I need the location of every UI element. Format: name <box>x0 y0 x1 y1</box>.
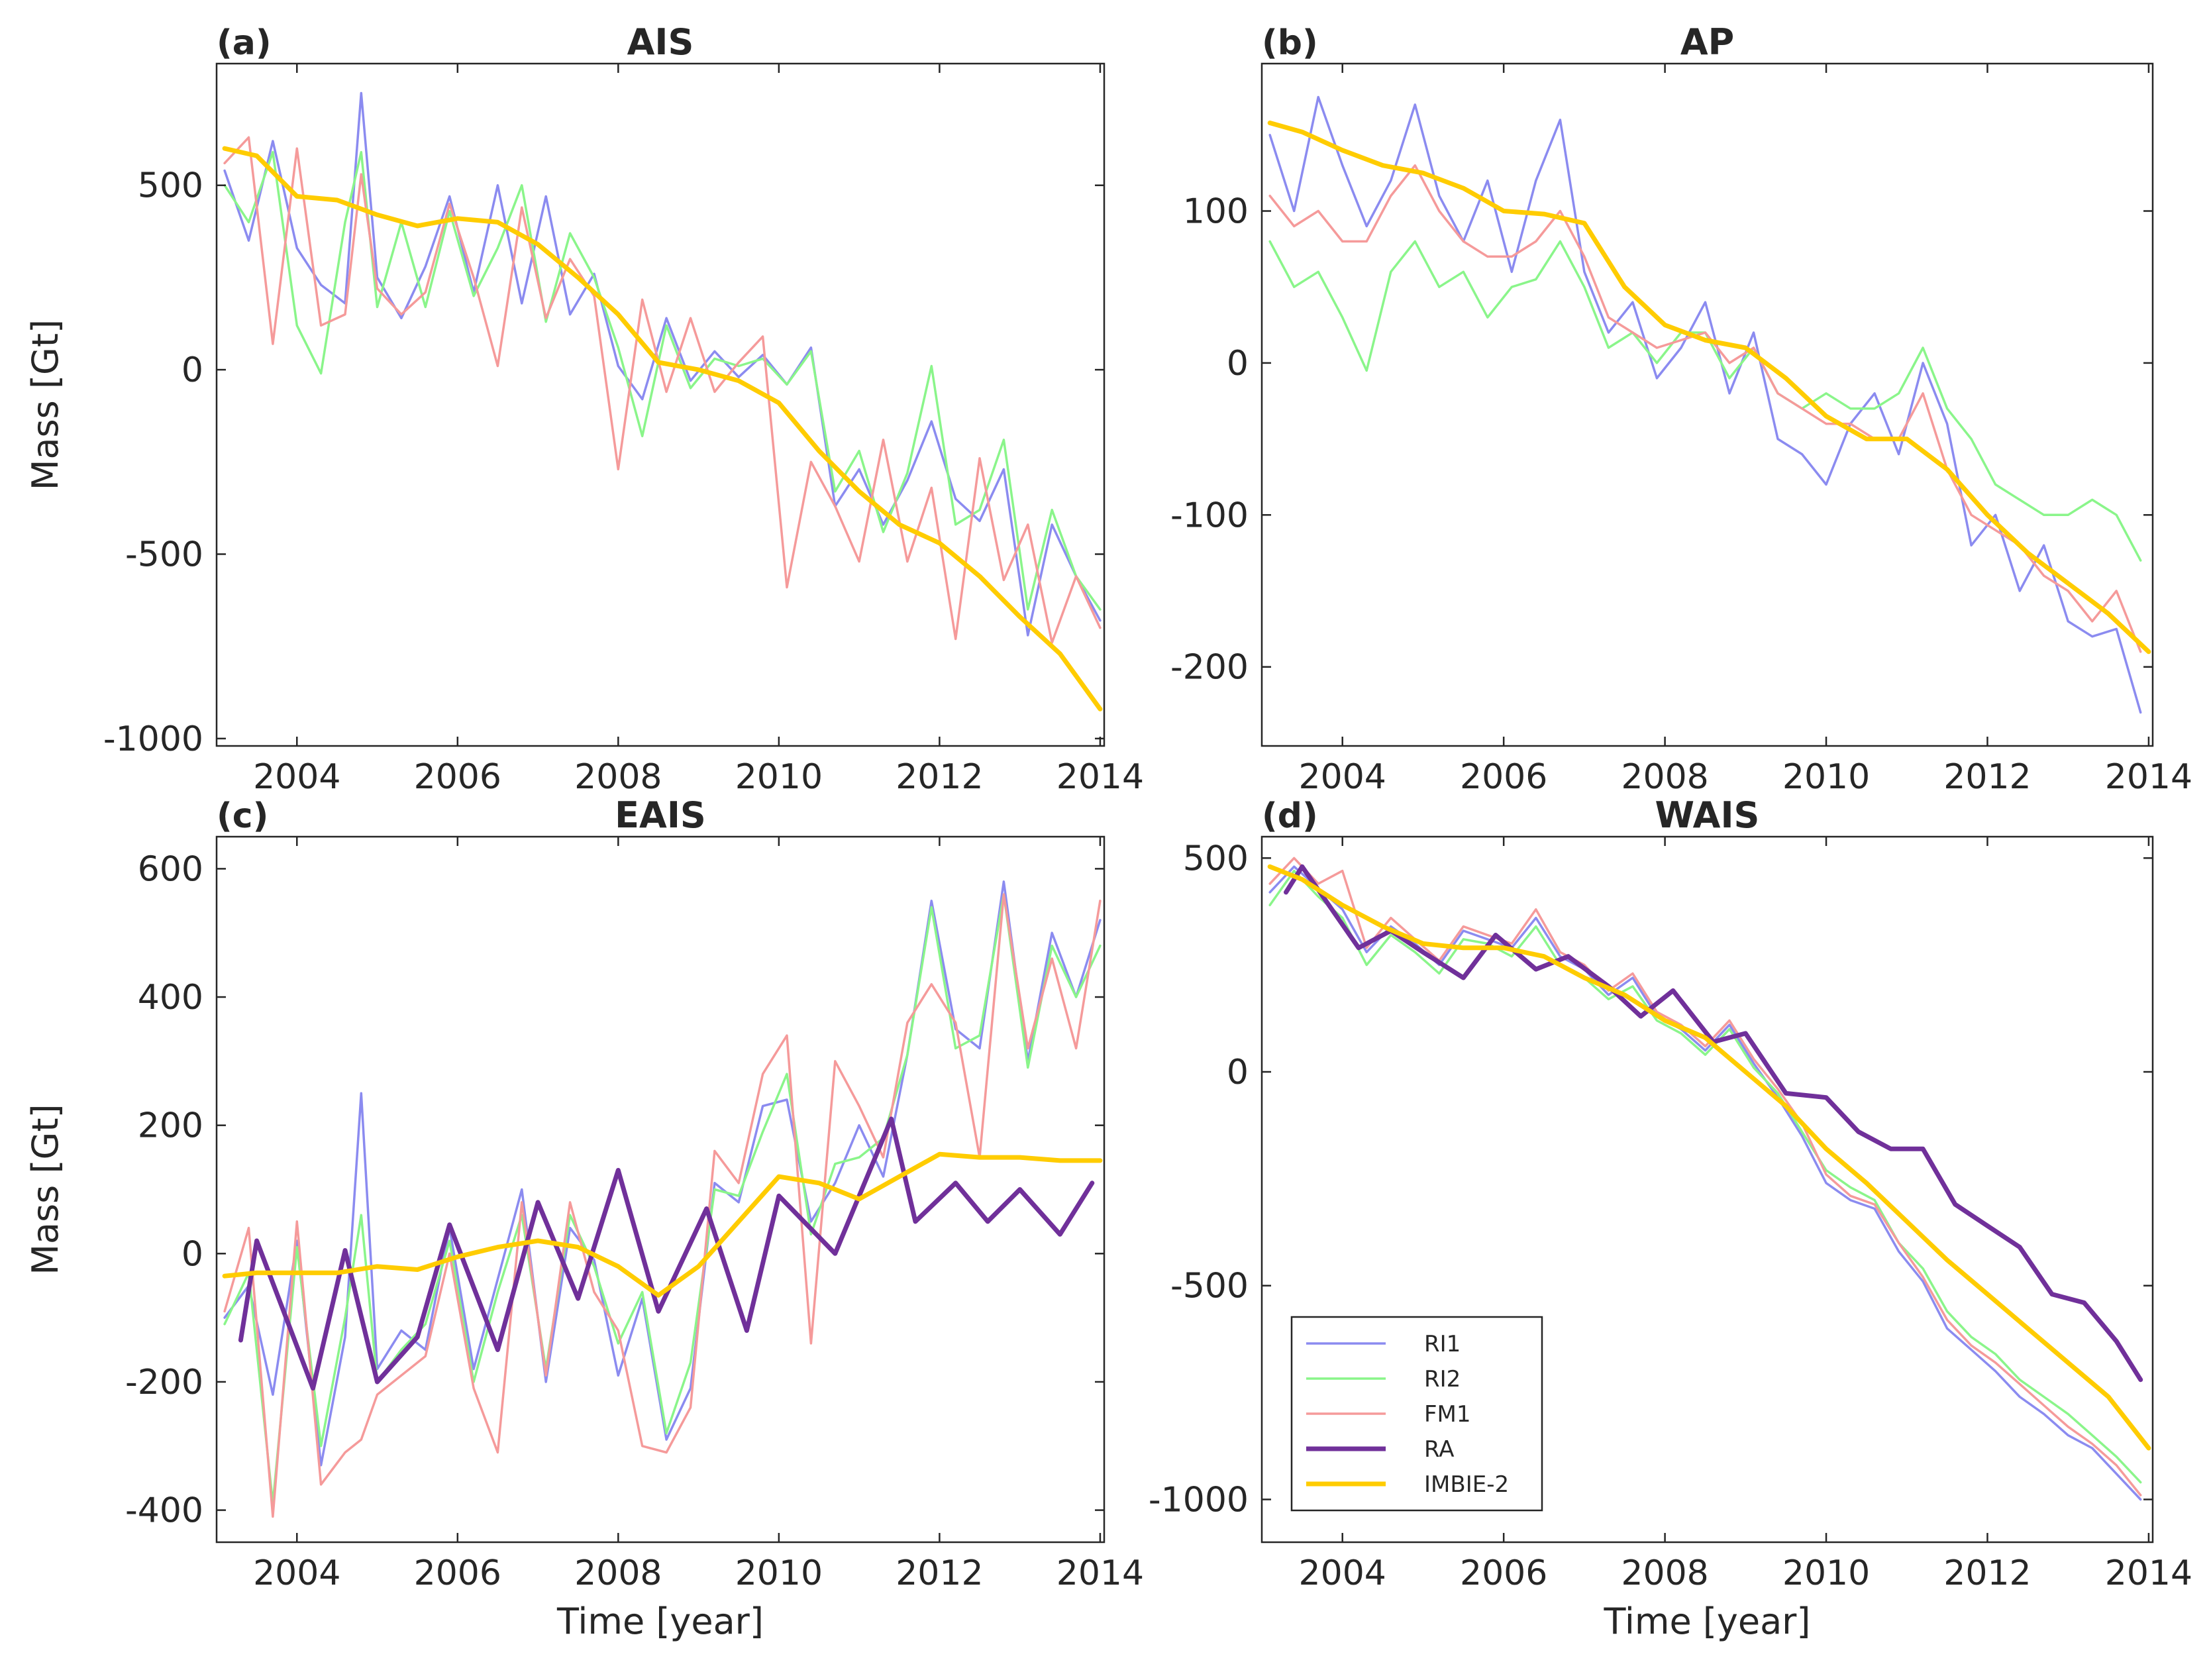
y-tick-label: 500 <box>138 166 203 206</box>
legend-label-ri1: RI1 <box>1424 1331 1461 1357</box>
y-tick-label: 200 <box>138 1106 203 1146</box>
legend-label-ra: RA <box>1424 1436 1455 1463</box>
plot-area <box>217 837 1104 1542</box>
axes-box <box>215 62 1106 747</box>
plot-area <box>217 64 1104 746</box>
x-tick-label: 2008 <box>574 757 662 797</box>
y-tick-label: 0 <box>1227 1053 1249 1092</box>
x-tick-label: 2006 <box>414 757 501 797</box>
legend-label-fm1: FM1 <box>1424 1401 1471 1428</box>
panel-title: AIS <box>627 21 694 63</box>
plot-area <box>1262 64 2153 746</box>
y-tick-label: -400 <box>125 1491 203 1531</box>
legend-label-imbie-2: IMBIE-2 <box>1424 1471 1509 1498</box>
x-tick-label: 2010 <box>735 757 823 797</box>
series-ra-line <box>238 1116 1095 1391</box>
series-fm1-line <box>1268 164 2142 653</box>
y-tick-label: -200 <box>125 1363 203 1402</box>
x-tick-label: 2004 <box>253 757 340 797</box>
x-tick-label: 2014 <box>1056 757 1144 797</box>
series-fm1-line <box>223 893 1102 1518</box>
x-tick-label: 2010 <box>1782 757 1870 797</box>
series-imbie-2-line <box>1267 864 2151 1451</box>
x-tick-label: 2006 <box>1460 1553 1547 1593</box>
series-ri2-line <box>1268 869 2142 1484</box>
x-tick-label: 2004 <box>1299 757 1386 797</box>
x-tick-label: 2010 <box>735 1553 823 1593</box>
y-tick-label: -500 <box>125 535 203 574</box>
y-tick-label: -500 <box>1170 1267 1249 1306</box>
panel-title: WAIS <box>1655 794 1760 836</box>
y-tick-label: -1000 <box>1149 1480 1249 1520</box>
series-imbie-2-line <box>222 146 1103 711</box>
x-tick-label: 2010 <box>1782 1553 1870 1593</box>
series-ri1-line <box>1268 865 2142 1501</box>
x-axis-label: Time [year] <box>1604 1601 1811 1642</box>
panel-wais: 2004 2006 2008 2010 2012 2014 -1000 -500 0 500 (d)… <box>1149 794 2192 1642</box>
legend: RI1 RI2 FM1 RA IMBIE-2 <box>1290 1316 1543 1512</box>
series-ri2-line <box>223 150 1102 611</box>
x-tick-label: 2006 <box>1460 757 1547 797</box>
series-imbie-2-line <box>1267 121 2151 655</box>
axes-box <box>215 835 1106 1544</box>
series-imbie-2-line <box>222 1151 1103 1298</box>
series-ri1-line <box>1268 95 2142 714</box>
x-tick-label: 2014 <box>1056 1553 1144 1593</box>
panel-label: (b) <box>1262 23 1318 63</box>
panel-label: (c) <box>217 796 268 836</box>
y-tick-label: -100 <box>1170 496 1249 535</box>
x-tick-label: 2008 <box>1621 757 1708 797</box>
y-axis-label: Mass [Gt] <box>25 319 66 490</box>
y-axis-label: Mass [Gt] <box>25 1104 66 1275</box>
y-tick-label: 500 <box>1183 839 1249 878</box>
panel-eais: 2004 2006 2008 2010 2012 2014 -400 -200 0 200 400 6… <box>25 794 1144 1642</box>
panel-title: EAIS <box>615 794 706 836</box>
axes-box <box>1260 835 2154 1544</box>
x-tick-label: 2014 <box>2105 757 2192 797</box>
panel-title: AP <box>1680 21 1734 63</box>
y-tick-label: 400 <box>138 978 203 1018</box>
panel-ap: 2004 2006 2008 2010 2012 2014 -200 -100 0 100 (b) A… <box>1170 21 2192 797</box>
y-tick-label: 600 <box>138 849 203 889</box>
series-ra-line <box>1284 864 2143 1383</box>
axes-box <box>1260 62 2154 747</box>
panel-label: (d) <box>1262 796 1318 836</box>
y-tick-label: 0 <box>1227 344 1249 384</box>
y-tick-label: 0 <box>181 1234 203 1274</box>
y-tick-label: 100 <box>1183 192 1249 232</box>
y-tick-label: -1000 <box>103 719 203 759</box>
x-tick-label: 2004 <box>253 1553 340 1593</box>
panel-ais: 2004 2006 2008 2010 2012 2014 -1000 -500 0 500 (a)… <box>25 21 1144 797</box>
x-tick-label: 2006 <box>414 1553 501 1593</box>
legend-label-ri2: RI2 <box>1424 1366 1461 1392</box>
x-axis-label: Time [year] <box>556 1601 764 1642</box>
x-tick-label: 2012 <box>1943 757 2031 797</box>
series-ri2-line <box>223 893 1102 1505</box>
x-tick-label: 2012 <box>1943 1553 2031 1593</box>
x-tick-label: 2012 <box>896 1553 983 1593</box>
x-tick-label: 2012 <box>896 757 983 797</box>
x-tick-label: 2008 <box>1621 1553 1708 1593</box>
series-fm1-line <box>223 136 1102 644</box>
x-tick-label: 2014 <box>2105 1553 2192 1593</box>
y-tick-label: 0 <box>181 350 203 390</box>
y-tick-label: -200 <box>1170 648 1249 688</box>
panel-label: (a) <box>217 23 272 63</box>
x-tick-label: 2004 <box>1299 1553 1386 1593</box>
x-tick-label: 2008 <box>574 1553 662 1593</box>
